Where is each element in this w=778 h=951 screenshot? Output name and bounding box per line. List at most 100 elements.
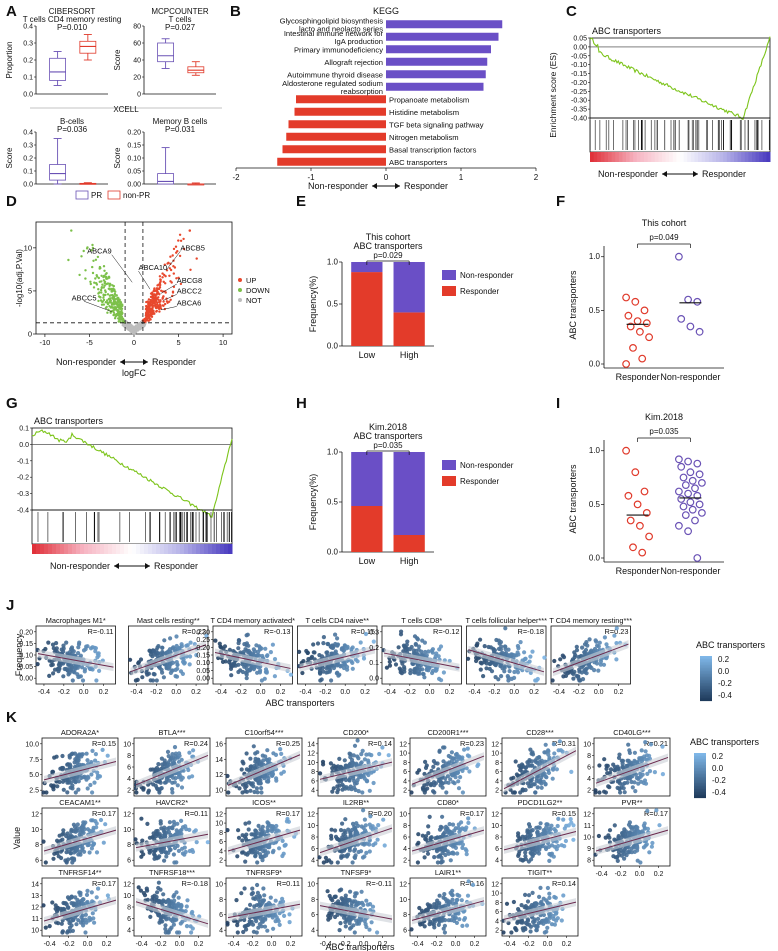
y-tick-label: 0.05 <box>127 169 141 176</box>
legend-swatch-nonresponder <box>442 460 456 470</box>
data-point <box>636 521 644 530</box>
colorbar-cell <box>700 663 712 666</box>
rank-gradient-cell <box>144 544 149 554</box>
scatter-plot-7: T CD4 memory resting***R=0.23-0.4 -0.2 0.0… <box>549 616 632 696</box>
scatter-point <box>416 832 421 837</box>
y-tick-label: 0.20 <box>19 629 33 636</box>
legend-label: NOT <box>246 296 262 305</box>
volcano-point <box>95 283 99 286</box>
panel-letter-J: J <box>6 597 14 614</box>
legend-swatch-nonresponder <box>442 270 456 280</box>
scatter-point <box>380 745 385 750</box>
volcano-point <box>161 276 164 279</box>
scatter-point <box>509 652 514 657</box>
colorbar-cell <box>700 686 712 688</box>
scatter-point <box>61 643 66 648</box>
scatter-point <box>251 667 256 672</box>
scatter-point <box>558 657 563 662</box>
scatter-point <box>551 767 556 772</box>
rank-gradient-cell <box>228 544 233 554</box>
scatter-point <box>350 860 355 865</box>
volcano-point <box>113 299 116 302</box>
x-tick-label: -10 <box>39 338 50 347</box>
scatter-point <box>188 640 193 645</box>
volcano-point <box>149 303 152 306</box>
scatter-point <box>154 678 159 683</box>
rank-gradient-cell <box>204 544 209 554</box>
scatter-point <box>329 836 334 841</box>
rank-gradient-cell <box>766 152 771 162</box>
rank-gradient-cell <box>88 544 93 554</box>
x-tick-label: -0.2 <box>573 689 585 696</box>
scatter-point <box>537 778 543 783</box>
bar-label: Glycosphingolipid biosynthesis <box>280 16 384 25</box>
x-tick-label: -0.2 <box>58 689 70 696</box>
volcano-point <box>148 307 151 311</box>
volcano-point <box>162 280 165 283</box>
rank-gradient-cell <box>716 152 721 162</box>
scatter-point <box>54 754 59 759</box>
panel-k: 2.55.07.510.0ADORA2A*R=0.15246810BTLA***… <box>12 728 760 951</box>
scatter-point <box>321 635 326 640</box>
box-plot-title: B-cells <box>60 117 84 126</box>
volcano-point <box>100 303 104 306</box>
bar-5 <box>386 70 486 79</box>
scatter-point <box>64 640 69 645</box>
correlation-label: R=0.17 <box>92 809 116 818</box>
scatter-point <box>513 759 518 764</box>
legend-label: Responder <box>460 477 499 486</box>
volcano-point <box>150 315 154 318</box>
regression-line <box>411 755 485 785</box>
scatter-point <box>515 650 520 655</box>
x-tick-label: High <box>400 556 419 566</box>
gene-label-ABCB5: ABCB5 <box>180 243 205 252</box>
scatter-point <box>150 767 155 772</box>
gene-leader-line <box>165 251 181 271</box>
scatter-frame <box>41 737 119 797</box>
scatter-point <box>432 855 437 860</box>
rank-gradient-cell <box>60 544 65 554</box>
y-tick-label: 4 <box>403 846 407 853</box>
bar-responder-low <box>351 506 383 552</box>
volcano-point <box>148 311 152 315</box>
scatter-point <box>274 776 279 781</box>
scatter-point <box>85 644 90 649</box>
scatter-point <box>68 780 73 785</box>
data-point <box>638 548 647 557</box>
scatter-title: Mast cells resting** <box>137 616 200 625</box>
scatter-point <box>255 850 260 855</box>
scatter-point <box>399 629 404 634</box>
scatter-point <box>594 639 599 644</box>
scatter-point <box>92 780 97 785</box>
scatter-point <box>449 830 454 836</box>
legend-swatch-responder <box>442 476 456 486</box>
volcano-point <box>169 298 172 301</box>
arrow-head-right <box>145 563 150 569</box>
volcano-point <box>105 305 108 309</box>
rank-gradient-cell <box>164 544 169 554</box>
scatter-point <box>542 771 547 777</box>
scatter-point <box>325 641 330 647</box>
scatter-point <box>409 790 414 795</box>
scatter-point <box>266 822 271 828</box>
scatter-point <box>185 643 190 648</box>
scatter-point <box>430 668 436 674</box>
volcano-point <box>158 275 162 278</box>
scatter-point <box>229 673 234 678</box>
scatter-point <box>179 757 184 762</box>
data-point <box>622 293 630 302</box>
volcano-point <box>111 284 114 287</box>
scatter-point <box>550 776 555 781</box>
scatter-point <box>343 662 348 667</box>
x-tick-label: 0 <box>132 338 136 347</box>
scatter-point <box>248 756 253 761</box>
scatter-point <box>52 667 58 672</box>
y-tick-label: -0.25 <box>571 89 587 96</box>
rank-gradient-cell <box>622 152 627 162</box>
chart-title: This cohort <box>366 232 411 242</box>
bar-label: reabsorption <box>341 87 383 96</box>
rank-gradient-cell <box>128 544 133 554</box>
volcano-point <box>152 289 155 293</box>
